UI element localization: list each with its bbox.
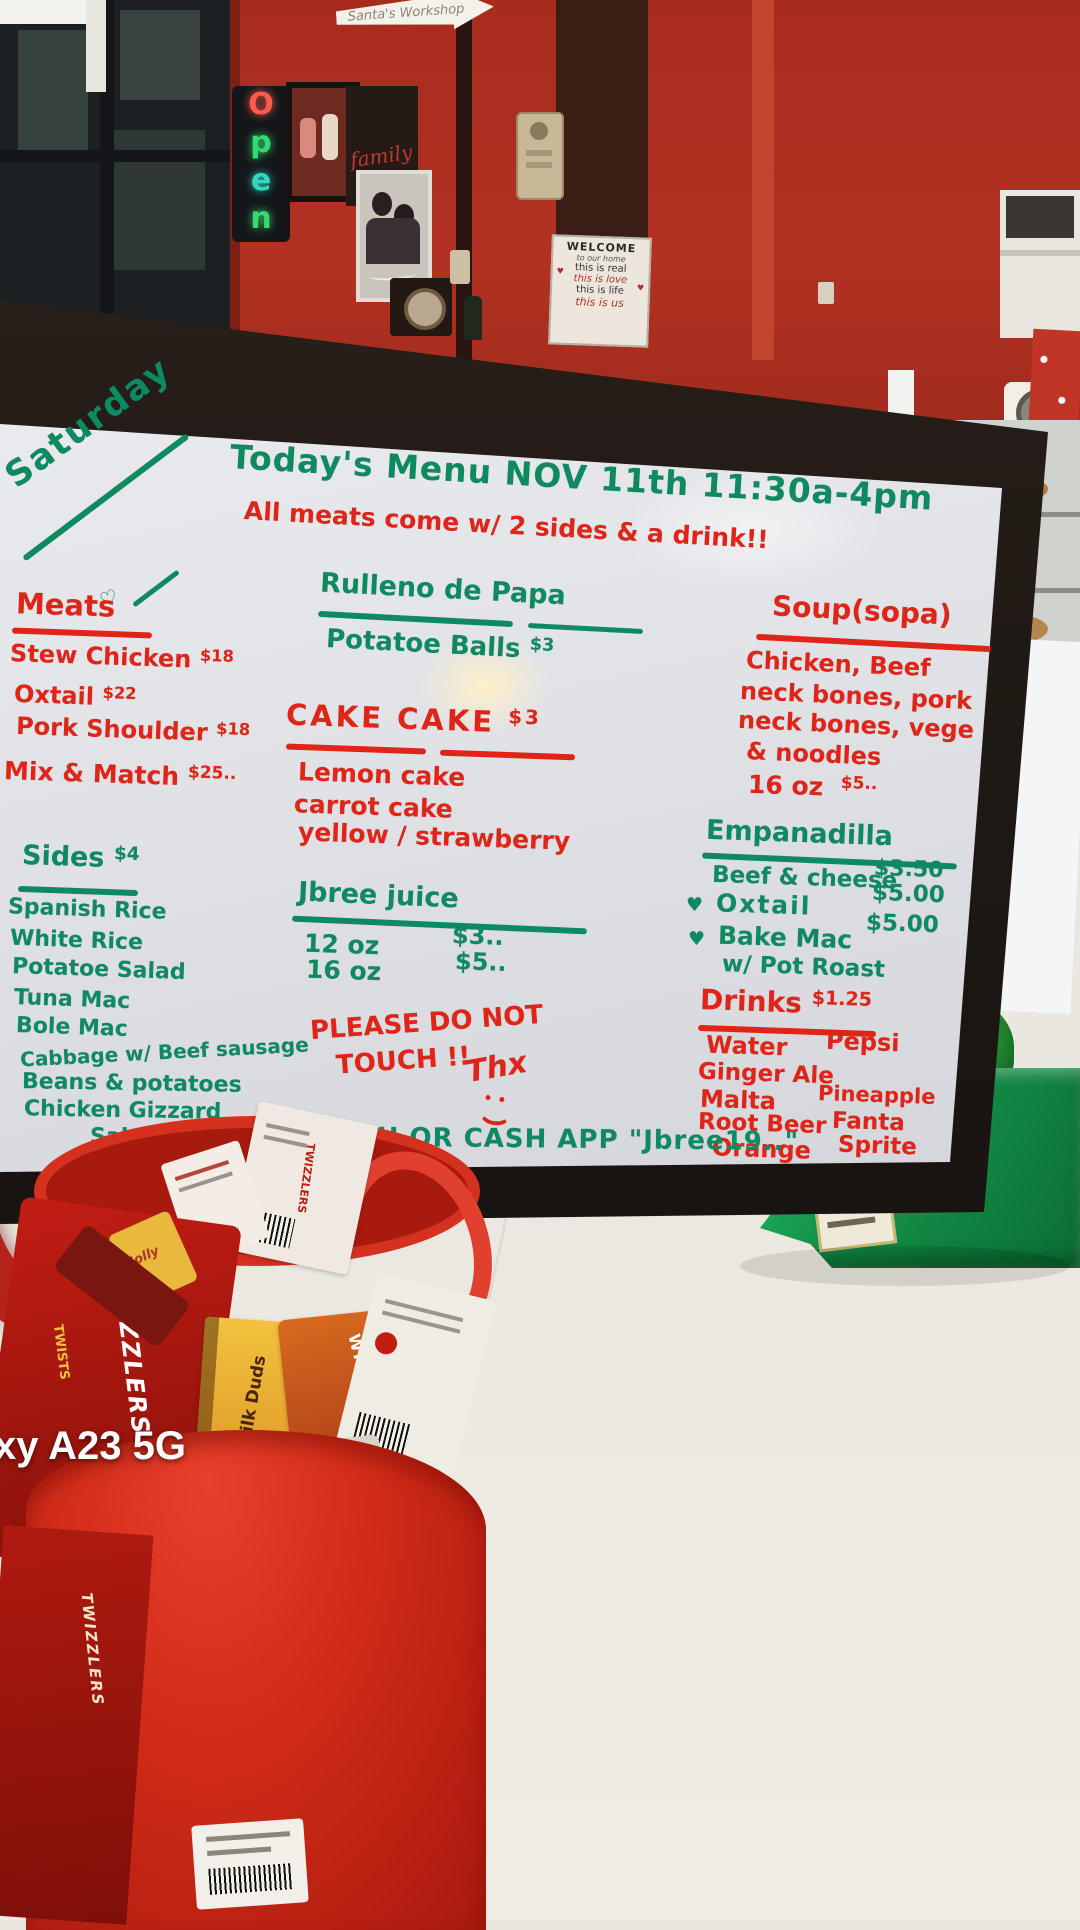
wrapper-text-line <box>384 1298 464 1323</box>
item-price: $25.. <box>187 762 237 785</box>
open-letter-p: p <box>250 125 272 160</box>
window-pane <box>18 30 88 150</box>
item-price: $18 <box>215 718 251 739</box>
price-sticker <box>191 1818 309 1910</box>
soup-size: 16 oz <box>747 769 824 802</box>
sides-title: Sides $4 <box>21 839 140 874</box>
wrapper-text-line <box>265 1123 310 1137</box>
juice-title: Jbree juice <box>297 876 460 915</box>
wrapper-text-line <box>263 1134 308 1148</box>
empanadilla-item: w/ Pot Roast <box>721 951 886 983</box>
cabinet-slot <box>1006 196 1074 238</box>
sticker-text-line <box>206 1831 291 1842</box>
drink-item: Sprite <box>837 1131 918 1161</box>
drinks-title-text: Drinks <box>699 983 803 1020</box>
empanadilla-item: Bake Mac <box>717 920 853 955</box>
wrapper-logo-dot <box>372 1329 400 1357</box>
side-item: Tuna Mac <box>13 984 131 1015</box>
empanadilla-price: $5.00 <box>865 909 940 939</box>
meter-label <box>526 162 552 168</box>
welcome-line: this is us <box>575 295 625 310</box>
item-price: $22 <box>102 682 137 703</box>
doll-figure <box>300 118 316 158</box>
sticker-text-line <box>206 1846 272 1856</box>
empanadilla-title: Empanadilla <box>705 814 894 853</box>
drinks-title: Drinks $1.25 <box>699 983 873 1020</box>
empanadilla-price: $5.00 <box>871 879 946 909</box>
drinks-price: $1.25 <box>811 987 873 1012</box>
open-letter-e: e <box>250 163 272 198</box>
heart-icon: ♥ <box>688 928 706 950</box>
barcode <box>208 1863 294 1895</box>
electrical-box <box>516 112 564 200</box>
side-item: Bole Mac <box>15 1013 129 1042</box>
doll-figure <box>322 114 338 160</box>
side-item: Beans & potatoes <box>21 1069 242 1098</box>
window-frame-white <box>86 0 106 92</box>
empanadilla-price: $3.50 <box>873 855 945 884</box>
speaker-grille <box>404 288 446 330</box>
radio-speaker <box>390 278 452 336</box>
board-glare <box>620 470 880 590</box>
soup-price: $5.. <box>840 773 878 795</box>
item-price: $3 <box>529 634 555 657</box>
open-sign: O p e n <box>232 86 290 242</box>
cabinet-shelf <box>1000 250 1080 256</box>
white-cabinet <box>1000 190 1080 338</box>
dish-shadow <box>740 1246 1070 1286</box>
item-name: Mix & Match <box>3 755 180 792</box>
soup-desc: & noodles <box>745 737 882 771</box>
light-switch <box>818 282 834 304</box>
doorway-dark <box>556 0 648 245</box>
sides-price: $4 <box>113 842 140 865</box>
heart-icon: ♥ <box>556 266 564 276</box>
window-left <box>0 0 238 352</box>
welcome-sign: WELCOME to our home this is real this is… <box>548 234 652 348</box>
cake-title-text: CAKE CAKE <box>285 697 496 739</box>
side-item: White Rice <box>9 925 144 956</box>
menu-item: Oxtail $22 <box>13 679 137 711</box>
family-canvas-word: family <box>348 139 414 173</box>
window-sill <box>0 0 96 24</box>
gift-card-line <box>827 1216 876 1229</box>
drink-item: Pineapple <box>817 1080 936 1110</box>
side-item: Spanish Rice <box>7 894 167 925</box>
meter-dial <box>530 122 548 140</box>
juice-price: $3.. <box>451 921 505 951</box>
drink-item: Ginger Ale <box>697 1058 835 1090</box>
open-letter-n: n <box>250 201 272 236</box>
smiley-icon <box>476 1094 514 1128</box>
wall-outlet <box>450 250 470 284</box>
cake-price: $3 <box>507 705 543 730</box>
juice-price: $5.. <box>454 947 508 977</box>
open-letter-o: O <box>248 87 274 122</box>
board-glare <box>420 636 550 736</box>
empanadilla-item: Oxtail <box>715 888 812 921</box>
juice-size: 16 oz <box>305 954 382 987</box>
sides-title-text: Sides <box>21 839 105 874</box>
candy-label: TWISTS <box>49 1323 72 1381</box>
window-pane <box>120 10 200 100</box>
drink-item: Water <box>705 1030 788 1062</box>
heart-icon: ♥ <box>686 894 704 916</box>
window-mullion <box>0 150 238 162</box>
heart-icon: ♥ <box>636 283 645 293</box>
bottle <box>464 296 482 340</box>
candy-label: TWIZZLERS <box>77 1591 108 1708</box>
item-name: Oxtail <box>13 679 95 711</box>
camera-watermark: xy A23 5G <box>0 1424 186 1468</box>
portrait-head <box>372 192 392 216</box>
candy-label: TWIZZLERS <box>294 1142 318 1214</box>
cake-flavor: Lemon cake <box>297 757 466 792</box>
side-item: Potatoe Salad <box>11 953 187 986</box>
portrait-shoulders <box>366 218 420 264</box>
soup-size-price: 16 oz $5.. <box>747 769 878 803</box>
door-frame-light <box>752 0 774 360</box>
meter-label <box>526 150 552 156</box>
item-price: $18 <box>199 645 235 666</box>
drink-item: Pepsi <box>825 1026 901 1058</box>
meats-title: Meats <box>15 586 116 624</box>
